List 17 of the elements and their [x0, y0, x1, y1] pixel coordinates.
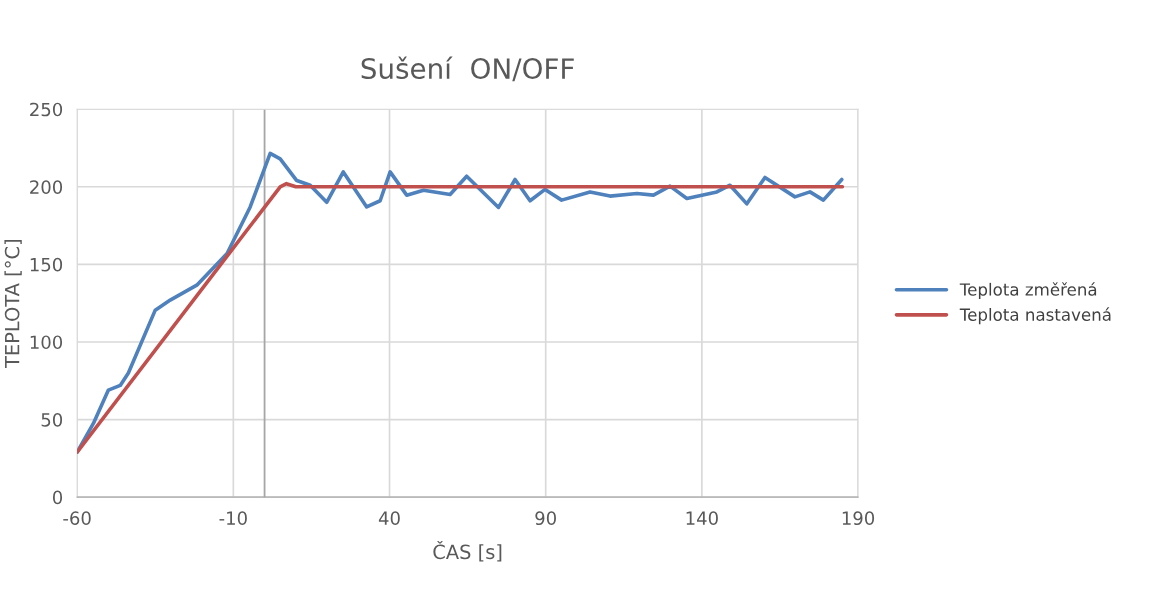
y-tick-label: 250 [30, 102, 63, 117]
y-tick-label: 100 [30, 335, 63, 350]
chart-title: Sušení ON/OFF [361, 56, 574, 82]
x-tick-label: 190 [842, 511, 875, 526]
y-tick-label: 50 [41, 413, 63, 427]
y-tick-label: 150 [30, 257, 63, 272]
y-tick-label: 200 [30, 180, 63, 194]
x-tick-label: -10 [219, 511, 247, 526]
legend-label: Teplota změřená [959, 282, 1097, 299]
x-axis-title: ČAS [s] [433, 540, 502, 562]
x-tick-label: -60 [63, 511, 91, 526]
x-tick-label: 40 [378, 511, 400, 526]
y-tick-label: 0 [52, 490, 63, 505]
x-tick-label: 140 [686, 511, 718, 526]
y-axis-title: TEPLOTA [°C] [4, 240, 22, 369]
legend-label: Teplota nastavená [959, 307, 1111, 325]
x-tick-label: 90 [535, 511, 556, 526]
